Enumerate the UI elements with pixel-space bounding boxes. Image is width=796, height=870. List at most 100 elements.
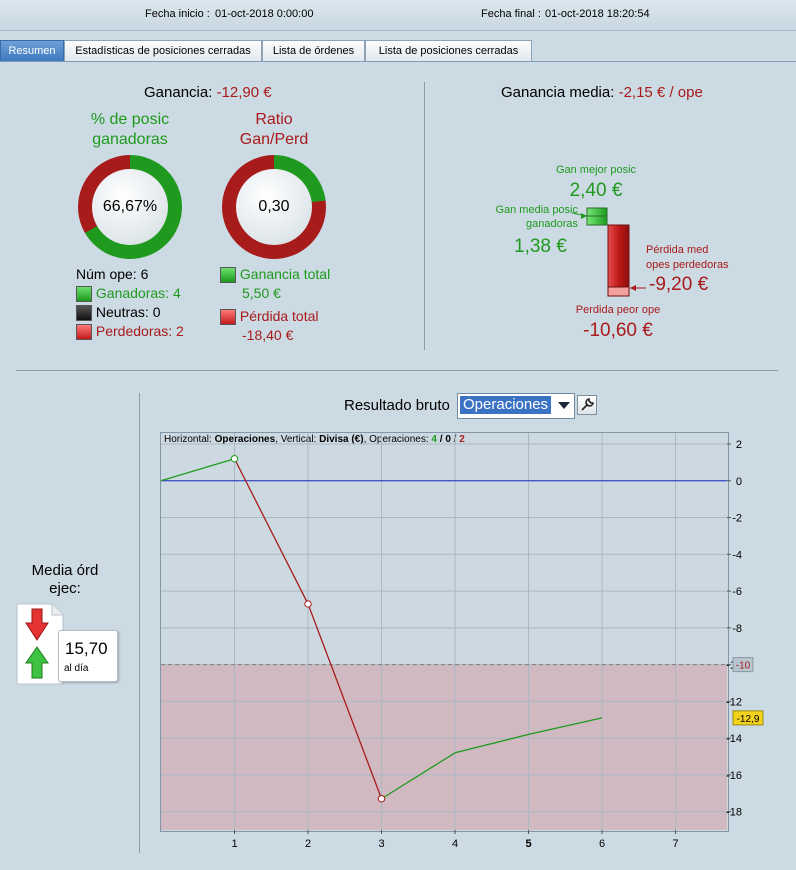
gain-label: Ganancia: bbox=[144, 84, 213, 101]
chart-info-sep1: / bbox=[439, 434, 443, 445]
wrench-icon bbox=[581, 398, 594, 411]
avg-win-value: 1,38 € bbox=[514, 236, 567, 257]
gain-loss-bars bbox=[571, 207, 646, 297]
chart-info-v-label: , Vertical: bbox=[275, 434, 317, 445]
order-avg-title: Media órd ejec: bbox=[20, 562, 110, 598]
result-chart: Horizontal: Operaciones, Vertical: Divis… bbox=[160, 432, 729, 832]
total-gain-label: Ganancia total bbox=[239, 266, 331, 282]
chart-info-sep2: / bbox=[453, 434, 457, 445]
chart-type-label: Resultado bruto bbox=[344, 397, 450, 414]
threshold-tag-label: -10 bbox=[736, 661, 751, 672]
tab-estadisticas[interactable]: Estadísticas de posiciones cerradas bbox=[64, 40, 262, 61]
date-range-bar: Fecha inicio : 01-oct-2018 0:00:00 Fecha… bbox=[0, 0, 796, 31]
chart-info-h-value: Operaciones bbox=[214, 434, 276, 445]
x-tick-label: 1 bbox=[231, 838, 237, 850]
avg-loss-label-line1: Pérdida med bbox=[646, 244, 709, 256]
worst-label: Perdida peor ope bbox=[575, 304, 661, 316]
avg-loss-label-line2: opes perdedoras bbox=[646, 259, 729, 271]
arrow-down-icon bbox=[25, 608, 49, 641]
total-loss-value: -18,40 € bbox=[242, 327, 294, 343]
total-gain-swatch bbox=[220, 267, 236, 284]
losers-label: Perdedoras: 2 bbox=[95, 323, 184, 339]
avg-loss-label: Pérdida med opes perdedoras bbox=[646, 243, 729, 273]
x-tick-label: 6 bbox=[599, 838, 605, 850]
current-tag-label: -12,9 bbox=[737, 714, 760, 725]
current-tag-bg bbox=[732, 710, 764, 726]
chart-info-ops-label: , Operaciones: bbox=[363, 434, 429, 445]
chart-info-v-value: Divisa (€) bbox=[319, 434, 364, 445]
winners-swatch bbox=[76, 286, 92, 303]
neutral-swatch bbox=[76, 305, 92, 322]
chart-info-ops-neutral: 0 bbox=[445, 434, 451, 445]
x-tick-label: 4 bbox=[452, 838, 458, 850]
arrow-up-icon bbox=[25, 646, 49, 679]
chart-info-ops-win: 4 bbox=[431, 434, 437, 445]
total-gain-value: 5,50 € bbox=[242, 285, 281, 301]
threshold-tag-bg bbox=[732, 657, 754, 673]
summary-divider bbox=[424, 82, 425, 350]
order-avg-title-line1: Media órd bbox=[31, 562, 99, 579]
chart-info-h-label: Horizontal: bbox=[164, 434, 212, 445]
chart-info-ops-loss: 2 bbox=[459, 434, 465, 445]
x-tick-label: 5 bbox=[525, 838, 531, 850]
winpct-title: % de posic ganadoras bbox=[70, 110, 190, 150]
num-ope: Núm ope: 6 bbox=[76, 266, 149, 282]
best-value: 2,40 € bbox=[569, 180, 623, 201]
winpct-donut: 66,67% bbox=[78, 155, 182, 259]
best-label: Gan mejor posic bbox=[555, 164, 637, 176]
tab-divider bbox=[0, 61, 796, 62]
avg-win-label-line1: Gan media posic bbox=[495, 204, 578, 216]
end-date-label: Fecha final : bbox=[481, 8, 541, 20]
tab-bar: Resumen Estadísticas de posiciones cerra… bbox=[0, 40, 796, 62]
ratio-title-line2: Gan/Perd bbox=[239, 131, 309, 148]
y-tick-label: 2 bbox=[736, 439, 742, 451]
tab-lista-ordenes[interactable]: Lista de órdenes bbox=[262, 40, 365, 61]
avg-loss-value: -9,20 € bbox=[649, 274, 709, 295]
chart-copyright: © IT-Finance.com bbox=[163, 819, 243, 830]
y-tick-label: -8 bbox=[732, 623, 742, 635]
section-divider bbox=[16, 370, 778, 371]
chevron-down-icon[interactable] bbox=[556, 397, 572, 413]
ops-legend: Núm ope: 6 Ganadoras: 4 Neutras: 0 Perde… bbox=[76, 265, 184, 341]
tab-lista-posiciones[interactable]: Lista de posiciones cerradas bbox=[365, 40, 532, 61]
worst-bar bbox=[607, 224, 630, 297]
order-avg-card: 15,70 al día bbox=[58, 630, 118, 682]
avg-gain-value: -2,15 € / ope bbox=[618, 84, 703, 101]
worst-value: -10,60 € bbox=[583, 320, 653, 341]
chart-left-divider bbox=[139, 393, 140, 853]
gain-value: -12,90 € bbox=[216, 84, 272, 101]
winners-label: Ganadoras: 4 bbox=[95, 285, 181, 301]
avg-win-label-line2: ganadoras bbox=[526, 218, 578, 230]
x-tick-label: 2 bbox=[305, 838, 311, 850]
y-tick-label: 0 bbox=[736, 476, 742, 488]
tab-resumen[interactable]: Resumen bbox=[0, 40, 64, 61]
total-loss-label: Pérdida total bbox=[239, 308, 319, 324]
avg-loss-mark bbox=[607, 286, 630, 297]
neutral-label: Neutras: 0 bbox=[95, 304, 161, 320]
avg-win-label: Gan media posic ganadoras bbox=[466, 203, 578, 231]
y-tick-label: -6 bbox=[732, 586, 742, 598]
winpct-value: 66,67% bbox=[92, 169, 168, 245]
y-tick-label: -4 bbox=[732, 549, 742, 561]
ratio-donut: 0,30 bbox=[222, 155, 326, 259]
document-icon bbox=[16, 603, 64, 685]
y-tick-label: -2 bbox=[732, 513, 742, 525]
order-avg-title-line2: ejec: bbox=[49, 580, 81, 597]
ratio-title: Ratio Gan/Perd bbox=[214, 110, 334, 150]
winpct-title-line1: % de posic bbox=[90, 111, 170, 128]
start-date-value: 01-oct-2018 0:00:00 bbox=[215, 8, 314, 20]
avg-gain-row: Ganancia media: -2,15 € / ope bbox=[501, 84, 703, 101]
order-avg-value: 15,70 bbox=[65, 639, 108, 658]
chart-settings-button[interactable] bbox=[577, 395, 597, 415]
order-avg-unit: al día bbox=[64, 663, 89, 674]
end-date-value: 01-oct-2018 18:20:54 bbox=[545, 8, 650, 20]
chart-mode-value: Operaciones bbox=[460, 396, 552, 414]
chart-mode-select[interactable]: Operaciones bbox=[457, 393, 575, 419]
x-tick-label: 7 bbox=[672, 838, 678, 850]
start-date-label: Fecha inicio : bbox=[145, 8, 210, 20]
gain-row: Ganancia: -12,90 € bbox=[144, 84, 272, 101]
avg-gain-label: Ganancia media: bbox=[501, 84, 615, 101]
losers-swatch bbox=[76, 324, 92, 341]
x-tick-label: 3 bbox=[378, 838, 384, 850]
chart-info: Horizontal: Operaciones, Vertical: Divis… bbox=[164, 434, 465, 445]
